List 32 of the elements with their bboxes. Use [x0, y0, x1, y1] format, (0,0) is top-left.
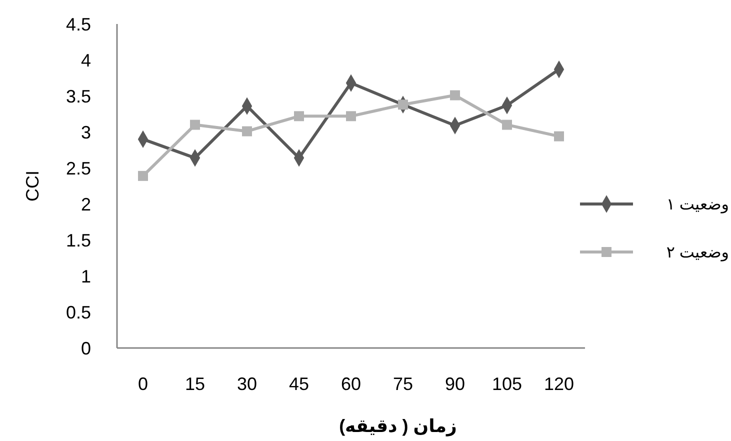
point [138, 170, 148, 181]
x-tick-label: 30 [236, 374, 258, 394]
y-tick-label: 4.5 [66, 14, 91, 34]
x-tick-label: 120 [544, 374, 574, 394]
legend-label: وضعیت ۲ [666, 244, 729, 262]
y-tick-label: 0 [80, 338, 91, 358]
x-tick-label: 90 [444, 374, 466, 394]
y-tick-label: 3.5 [66, 86, 91, 106]
x-tick-label: 45 [288, 374, 310, 394]
y-tick-label: 1.5 [66, 230, 91, 250]
x-tick-label: 60 [340, 374, 362, 394]
point [242, 126, 252, 136]
y-tick-label: 0.5 [66, 302, 91, 322]
y-tick-label: 1 [80, 266, 91, 286]
point [502, 120, 512, 130]
y-tick-label: 3 [80, 122, 91, 142]
legend-label: وضعیت ۱ [666, 196, 729, 214]
point [346, 111, 356, 122]
point [190, 120, 200, 130]
x-tick-label: 75 [392, 374, 414, 394]
x-tick-label: 0 [138, 374, 148, 394]
point [398, 100, 408, 110]
point [554, 131, 564, 142]
x-tick-label: 15 [184, 374, 206, 394]
y-tick-label: 4 [80, 50, 91, 70]
x-axis-title: زمان ( دقیقه) [339, 416, 457, 437]
point [450, 90, 460, 100]
x-tick-label: 105 [492, 374, 522, 394]
y-axis-title: CCI [22, 170, 42, 202]
point [294, 111, 304, 122]
y-tick-label: 2 [80, 194, 91, 214]
y-tick-label: 2.5 [66, 158, 91, 178]
